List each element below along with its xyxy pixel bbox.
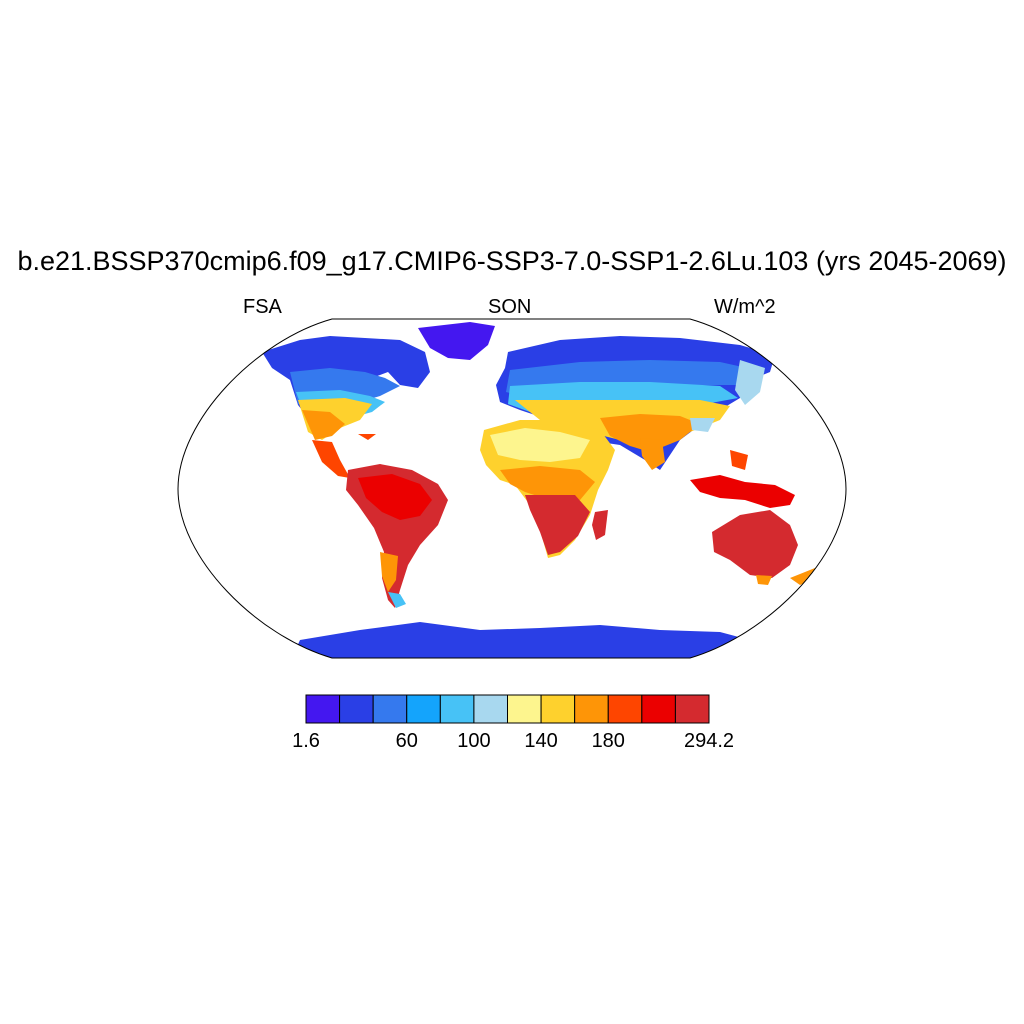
variable-label: FSA [243,296,282,318]
colorbar-box-1 [339,694,374,724]
colorbar-box-8 [574,694,609,724]
colorbar-box-4 [439,694,475,724]
map-title: b.e21.BSSP370cmip6.f09_g17.CMIP6-SSP3-7.… [17,246,1007,276]
colorbar-label-3: 140 [524,730,557,752]
land-south-america [346,464,448,608]
colorbar-box-2 [372,694,408,724]
colorbar-box-9 [607,694,643,724]
colorbar-box-10 [641,694,676,724]
colorbar-box-6 [507,694,542,724]
units-label: W/m^2 [714,296,776,318]
colorbar-label-5: 294.2 [684,730,734,752]
land-north-america [262,336,430,478]
land-greenland [418,322,495,360]
colorbar-box-5 [473,694,508,724]
land-africa [480,420,615,558]
colorbar-label-1: 60 [396,730,418,752]
map-frame [177,318,847,659]
colorbar-label-0: 1.6 [292,730,320,752]
land-eurasia [496,336,775,470]
colorbar-label-2: 100 [457,730,490,752]
colorbar-box-0 [305,694,341,724]
colorbar-box-11 [674,694,710,724]
colorbar-box-7 [540,694,576,724]
season-label: SON [488,296,532,318]
land-maritime [690,450,795,508]
colorbar-box-3 [406,694,441,724]
colorbar-label-4: 180 [592,730,625,752]
land-antarctica [290,622,760,658]
